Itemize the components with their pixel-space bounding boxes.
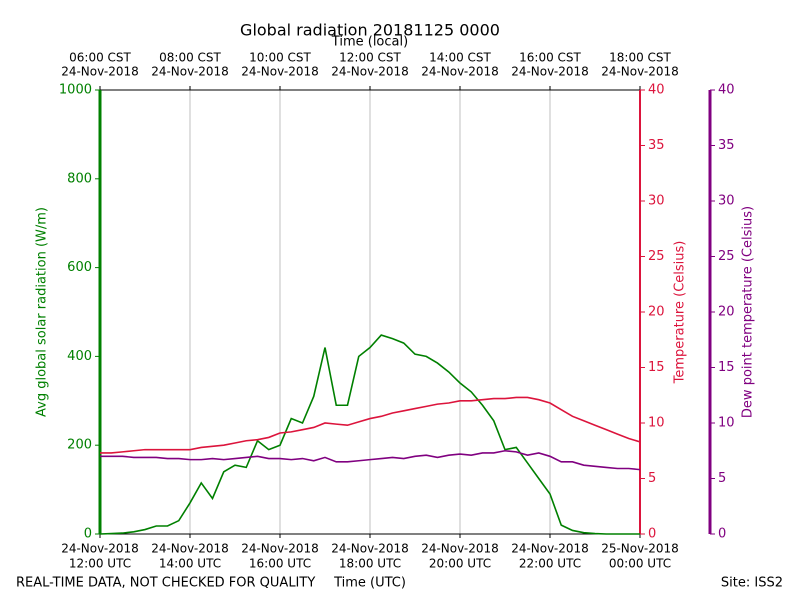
x2-tick-label: 24-Nov-2018 <box>241 65 319 79</box>
y-tick-label: 200 <box>67 438 92 453</box>
x-tick-label: 24-Nov-2018 <box>421 542 499 556</box>
x2-tick-label: 24-Nov-2018 <box>511 65 589 79</box>
y2-tick-label: 20 <box>648 305 665 320</box>
y2-axis-label: Temperature (Celsius) <box>673 241 688 385</box>
x-tick-label: 16:00 UTC <box>249 557 311 571</box>
y-axis-label: Avg global solar radiation (W/m) <box>35 207 50 417</box>
y3-tick-label: 40 <box>718 83 735 98</box>
y3-axis-label: Dew point temperature (Celsius) <box>741 206 756 418</box>
x-tick-label: 22:00 UTC <box>519 557 581 571</box>
footer-note: REAL-TIME DATA, NOT CHECKED FOR QUALITY <box>16 576 315 591</box>
x-tick-label: 24-Nov-2018 <box>511 542 589 556</box>
y3-tick-label: 35 <box>718 138 735 153</box>
y3-tick-label: 30 <box>718 194 735 209</box>
data-line <box>100 396 641 454</box>
y-tick-label: 1000 <box>59 83 92 98</box>
y3-tick-label: 10 <box>718 416 735 431</box>
data-line <box>99 334 640 535</box>
x2-tick-label: 24-Nov-2018 <box>151 65 229 79</box>
y2-tick-label: 30 <box>648 194 665 209</box>
x-tick-label: 12:00 UTC <box>69 557 131 571</box>
x2-tick-label: 24-Nov-2018 <box>421 65 499 79</box>
x-tick-label: 25-Nov-2018 <box>601 542 679 556</box>
y2-tick-label: 15 <box>648 360 665 375</box>
x2-axis-label: Time (local) <box>331 35 408 50</box>
x-tick-label: 00:00 UTC <box>609 557 671 571</box>
x-tick-label: 18:00 UTC <box>339 557 401 571</box>
x-axis-label: Time (UTC) <box>333 576 406 591</box>
x-tick-label: 24-Nov-2018 <box>151 542 229 556</box>
x2-tick-label: 24-Nov-2018 <box>61 65 139 79</box>
y2-tick-label: 35 <box>648 138 665 153</box>
x2-tick-label: 18:00 CST <box>609 51 671 65</box>
y-tick-label: 800 <box>67 171 92 186</box>
y-tick-label: 600 <box>67 260 92 275</box>
x-tick-label: 24-Nov-2018 <box>241 542 319 556</box>
x2-tick-label: 24-Nov-2018 <box>601 65 679 79</box>
x-tick-label: 14:00 UTC <box>159 557 221 571</box>
chart-title: Global radiation 20181125 0000 <box>240 21 500 40</box>
x2-tick-label: 08:00 CST <box>159 51 221 65</box>
y3-tick-label: 15 <box>718 360 735 375</box>
y2-tick-label: 5 <box>648 471 656 486</box>
x-tick-label: 24-Nov-2018 <box>331 542 409 556</box>
y2-tick-label: 10 <box>648 416 665 431</box>
y2-tick-label: 40 <box>648 83 665 98</box>
x2-tick-label: 24-Nov-2018 <box>331 65 409 79</box>
data-line <box>100 449 641 471</box>
x2-tick-label: 14:00 CST <box>429 51 491 65</box>
x2-tick-label: 16:00 CST <box>519 51 581 65</box>
x2-tick-label: 12:00 CST <box>339 51 401 65</box>
x-tick-label: 20:00 UTC <box>429 557 491 571</box>
y3-tick-label: 25 <box>718 249 735 264</box>
y2-tick-label: 25 <box>648 249 665 264</box>
y2-tick-label: 0 <box>648 527 656 542</box>
y-tick-label: 400 <box>67 349 92 364</box>
y3-tick-label: 0 <box>718 527 726 542</box>
x2-tick-label: 06:00 CST <box>69 51 131 65</box>
y3-tick-label: 20 <box>718 305 735 320</box>
site-label: Site: ISS2 <box>721 576 783 591</box>
y3-tick-label: 5 <box>718 471 726 486</box>
x-tick-label: 24-Nov-2018 <box>61 542 139 556</box>
y-tick-label: 0 <box>84 527 92 542</box>
x2-tick-label: 10:00 CST <box>249 51 311 65</box>
